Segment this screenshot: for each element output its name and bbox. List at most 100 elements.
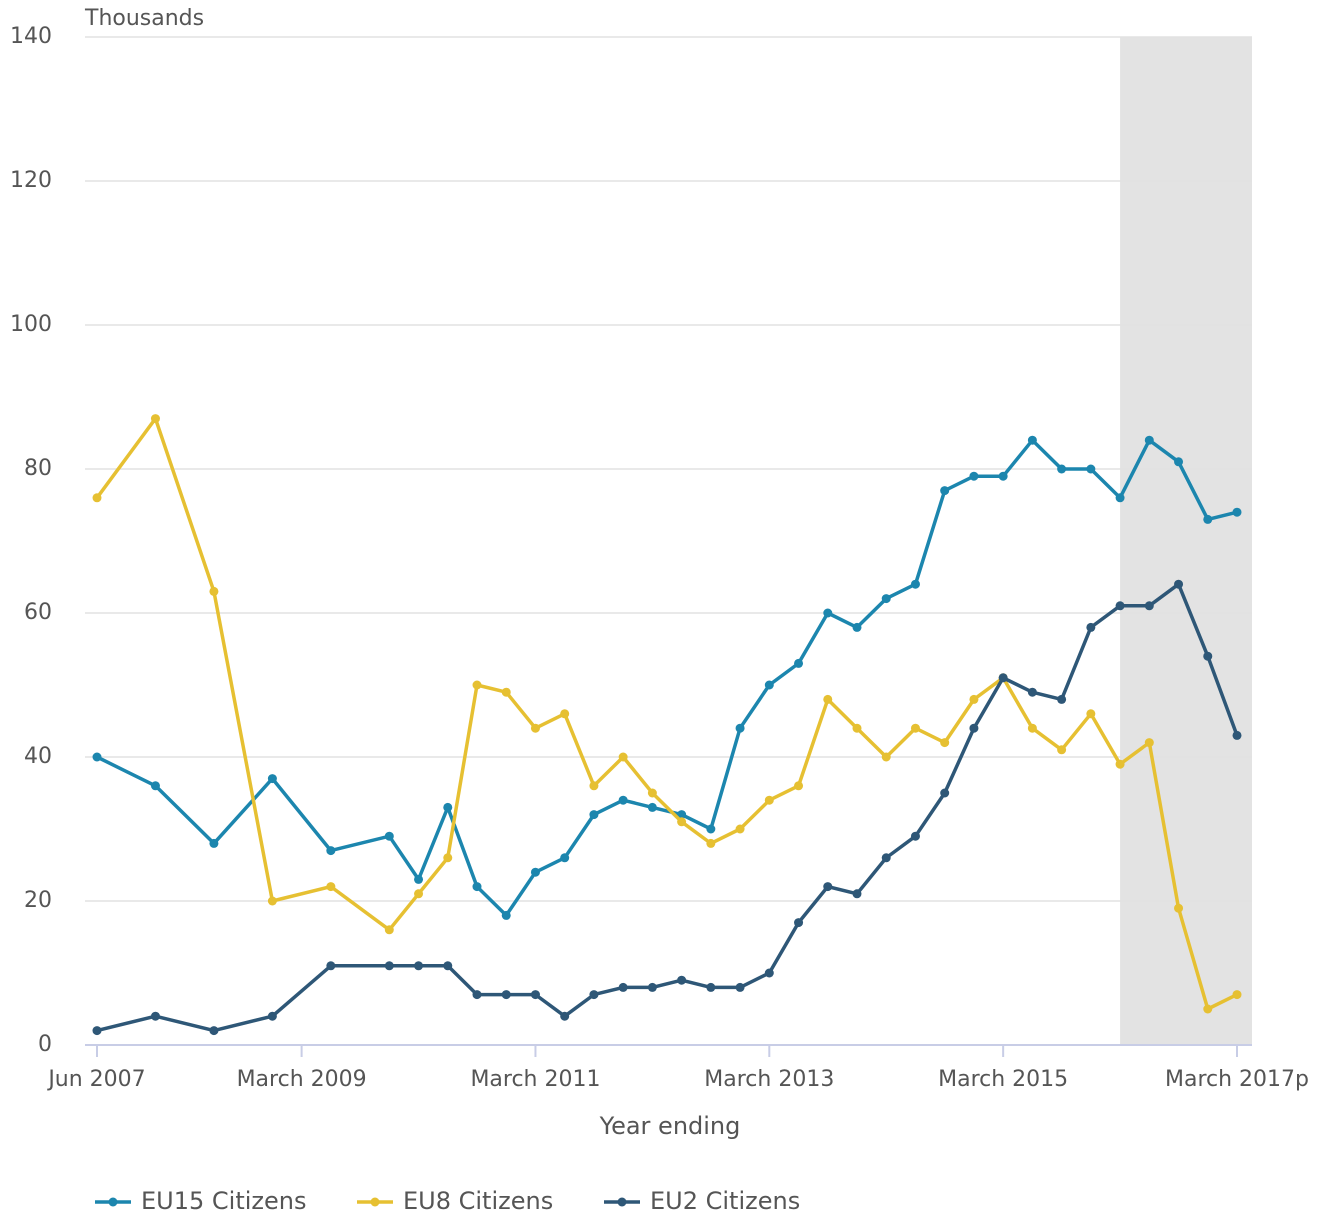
data-point: [969, 471, 979, 481]
data-point: [1232, 507, 1242, 517]
data-point: [1203, 514, 1213, 524]
y-tick-label: 120: [10, 168, 52, 193]
data-point: [1203, 651, 1213, 661]
data-point: [794, 918, 804, 928]
data-point: [1144, 738, 1154, 748]
y-tick-label: 20: [24, 888, 52, 913]
data-point: [940, 788, 950, 798]
data-point: [852, 622, 862, 632]
y-tick-label: 0: [38, 1032, 52, 1057]
data-point: [150, 1011, 160, 1021]
data-point: [735, 723, 745, 733]
data-point: [1232, 730, 1242, 740]
y-tick-label: 60: [24, 600, 52, 625]
data-point: [326, 846, 336, 856]
series-line: [95, 416, 1238, 1011]
y-tick-label: 80: [24, 456, 52, 481]
data-point: [530, 867, 540, 877]
data-point: [1203, 1004, 1213, 1014]
data-point: [852, 889, 862, 899]
data-point: [1174, 903, 1184, 913]
data-point: [560, 1011, 570, 1021]
data-point: [1086, 464, 1096, 474]
data-point: [881, 594, 891, 604]
data-point: [647, 802, 657, 812]
data-point: [706, 982, 716, 992]
data-point: [326, 882, 336, 892]
legend-dot: [108, 1197, 118, 1207]
y-tick-label: 140: [10, 24, 52, 49]
data-point: [150, 781, 160, 791]
data-point: [735, 982, 745, 992]
legend-label: EU8 Citizens: [403, 1187, 553, 1215]
data-point: [501, 990, 511, 1000]
data-point: [472, 680, 482, 690]
data-point: [910, 723, 920, 733]
data-point: [881, 853, 891, 863]
legend-label: EU2 Citizens: [650, 1187, 800, 1215]
data-point: [560, 853, 570, 863]
data-point: [92, 493, 102, 503]
data-point: [1144, 435, 1154, 445]
x-tick-label: March 2015: [938, 1067, 1068, 1092]
y-tick-label: 100: [10, 312, 52, 337]
x-tick-label: March 2009: [237, 1067, 367, 1092]
data-point: [267, 1011, 277, 1021]
data-point: [969, 694, 979, 704]
data-point: [647, 982, 657, 992]
data-point: [414, 874, 424, 884]
x-tick-label: March 2017p: [1165, 1067, 1309, 1092]
data-point: [589, 781, 599, 791]
shaded-region: [1120, 37, 1252, 1045]
data-point: [1232, 990, 1242, 1000]
data-point: [443, 802, 453, 812]
data-point: [1115, 601, 1125, 611]
data-point: [267, 774, 277, 784]
data-point: [1057, 464, 1067, 474]
x-tick-label: Jun 2007: [46, 1067, 145, 1092]
data-point: [677, 810, 687, 820]
y-axis-title: Thousands: [84, 6, 204, 31]
data-point: [1086, 709, 1096, 719]
data-point: [501, 687, 511, 697]
series-line: [96, 438, 1238, 918]
data-point: [326, 961, 336, 971]
data-point: [910, 579, 920, 589]
data-point: [530, 990, 540, 1000]
data-point: [472, 882, 482, 892]
data-point: [150, 414, 160, 424]
data-point: [706, 824, 716, 834]
data-point: [501, 910, 511, 920]
data-point: [764, 795, 774, 805]
data-point: [589, 990, 599, 1000]
data-point: [823, 882, 833, 892]
data-point: [618, 752, 628, 762]
data-point: [414, 889, 424, 899]
data-point: [677, 817, 687, 827]
data-point: [969, 723, 979, 733]
data-point: [706, 838, 716, 848]
legend-dot: [370, 1197, 380, 1207]
y-tick-label: 40: [24, 744, 52, 769]
data-point: [852, 723, 862, 733]
data-point: [92, 1026, 102, 1036]
data-point: [414, 961, 424, 971]
data-point: [735, 824, 745, 834]
data-point: [209, 586, 219, 596]
data-point: [1057, 694, 1067, 704]
x-tick-label: March 2011: [470, 1067, 600, 1092]
data-point: [998, 673, 1008, 683]
data-point: [209, 838, 219, 848]
data-point: [530, 723, 540, 733]
data-point: [1115, 759, 1125, 769]
data-point: [589, 810, 599, 820]
data-point: [443, 853, 453, 863]
data-point: [823, 694, 833, 704]
data-point: [1027, 435, 1037, 445]
data-point: [1115, 493, 1125, 503]
data-point: [384, 961, 394, 971]
data-point: [764, 968, 774, 978]
data-point: [794, 781, 804, 791]
data-point: [1057, 745, 1067, 755]
